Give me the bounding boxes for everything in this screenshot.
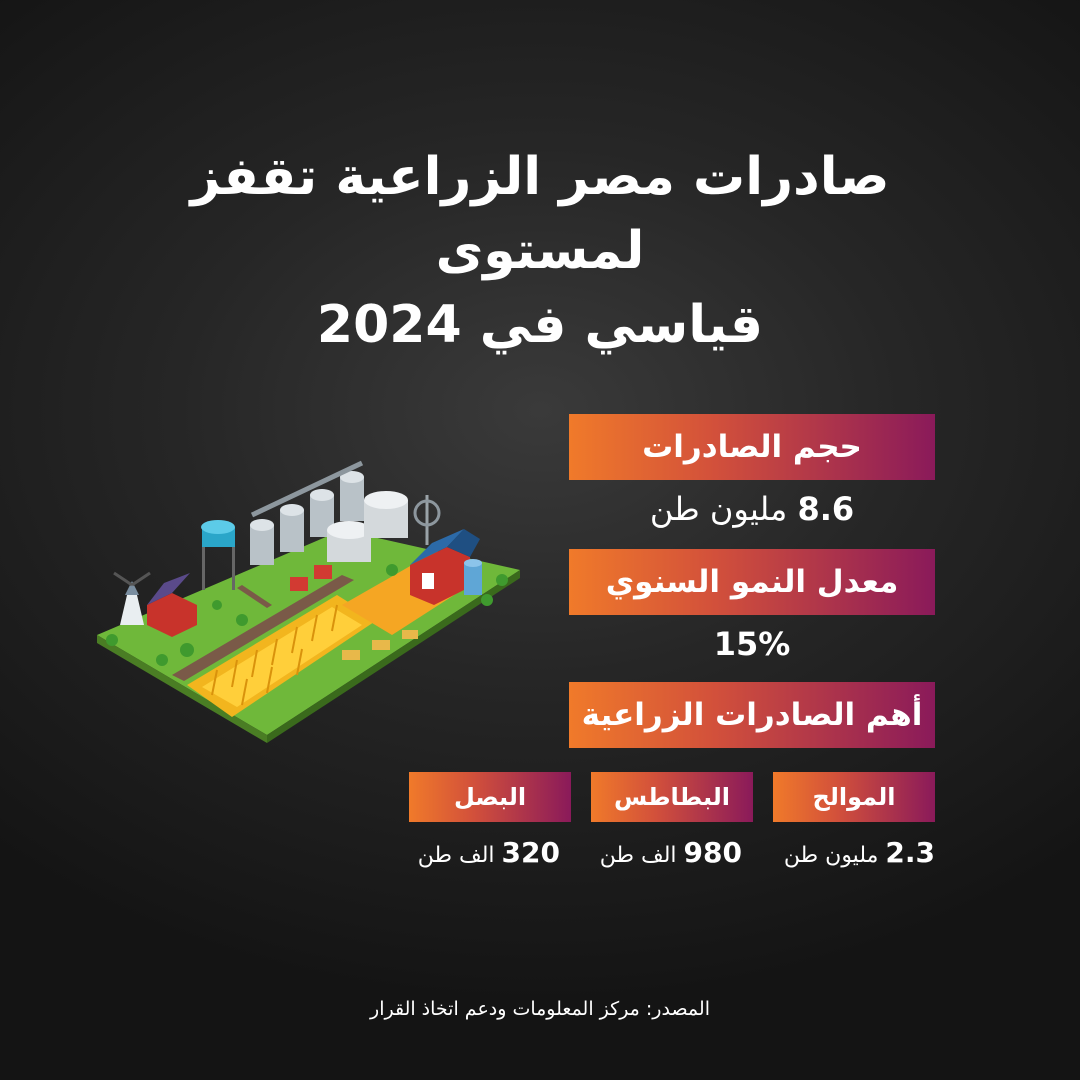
export-item-number: 2.3	[885, 836, 935, 869]
growth-rate-value: 15%	[569, 625, 935, 663]
growth-rate-label: معدل النمو السنوي	[605, 564, 899, 600]
export-item-onions: البصل	[409, 772, 571, 822]
export-item-citrus: الموالح	[773, 772, 935, 822]
isometric-farm-illustration	[97, 460, 520, 743]
export-item-name: البطاطس	[614, 783, 730, 811]
export-volume-number: 8.6	[797, 490, 855, 528]
export-item-name: الموالح	[812, 783, 896, 811]
export-item-unit: الف طن	[599, 843, 677, 868]
growth-rate-number: 15%	[713, 625, 791, 663]
export-item-number: 320	[501, 836, 560, 869]
export-volume-label: حجم الصادرات	[642, 429, 862, 465]
export-item-unit: الف طن	[417, 843, 495, 868]
source-note: المصدر: مركز المعلومات ودعم اتخاذ القرار	[370, 998, 710, 1020]
export-volume-header: حجم الصادرات	[569, 414, 935, 480]
title-line-2: قياسي في 2024	[316, 295, 764, 355]
export-item-potatoes-value: 980 الف طن	[552, 836, 742, 869]
export-volume-unit: مليون طن	[649, 490, 788, 528]
export-item-potatoes: البطاطس	[591, 772, 753, 822]
title-line-1: صادرات مصر الزراعية تقفز لمستوى	[190, 147, 890, 281]
export-item-unit: مليون طن	[783, 843, 879, 868]
top-exports-header: أهم الصادرات الزراعية	[569, 682, 935, 748]
export-volume-value: 8.6 مليون طن	[569, 490, 935, 528]
top-exports-label: أهم الصادرات الزراعية	[581, 697, 923, 733]
page-title: صادرات مصر الزراعية تقفز لمستوى قياسي في…	[90, 140, 990, 362]
export-item-name: البصل	[453, 783, 527, 811]
growth-rate-header: معدل النمو السنوي	[569, 549, 935, 615]
export-item-onions-value: 320 الف طن	[370, 836, 560, 869]
export-item-number: 980	[683, 836, 742, 869]
export-item-citrus-value: 2.3 مليون طن	[745, 836, 935, 869]
